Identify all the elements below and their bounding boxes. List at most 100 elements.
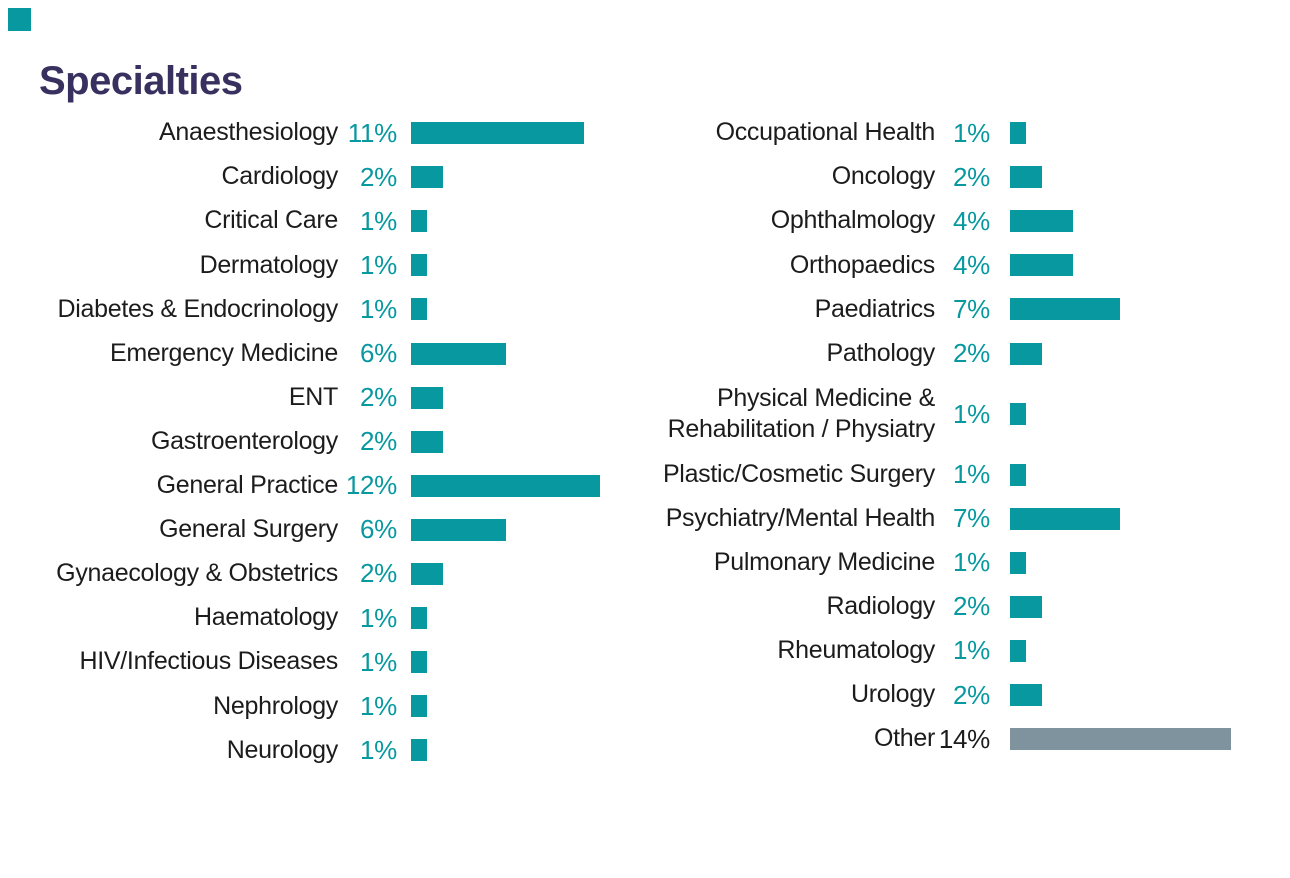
bar-row: Oncology 2% bbox=[645, 155, 1290, 199]
bar-row: Orthopaedics 4% bbox=[645, 243, 1290, 287]
bar-row: Radiology 2% bbox=[645, 585, 1290, 629]
bar-label: Dermatology bbox=[199, 250, 339, 279]
bar-label: Psychiatry/Mental Health bbox=[665, 503, 936, 532]
bar-track bbox=[397, 342, 645, 365]
bar-track bbox=[397, 562, 645, 585]
bar-label: Urology bbox=[850, 680, 935, 709]
value-bar bbox=[1010, 551, 1026, 574]
bar-label: Haematology bbox=[193, 603, 338, 632]
bar-row: Ophthalmology 4% bbox=[645, 199, 1290, 243]
bar-value: 2% bbox=[953, 161, 990, 192]
bar-value: 1% bbox=[953, 117, 990, 148]
bar-value: 2% bbox=[953, 338, 990, 369]
bar-track bbox=[397, 254, 645, 277]
bar-value: 1% bbox=[360, 249, 397, 280]
value-bar bbox=[1010, 342, 1042, 365]
bar-track bbox=[397, 166, 645, 189]
bar-track bbox=[990, 210, 1290, 233]
bar-label: Gastroenterology bbox=[151, 426, 338, 455]
bar-value: 11% bbox=[347, 117, 398, 148]
bar-value: 2% bbox=[953, 679, 990, 710]
value-bar bbox=[1010, 507, 1121, 530]
bar-row: Pulmonary Medicine 1% bbox=[645, 541, 1290, 585]
bar-label: Other bbox=[873, 724, 935, 753]
bar-track bbox=[990, 122, 1290, 145]
bar-row: Physical Medicine & Rehabilitation / Phy… bbox=[645, 376, 1290, 453]
bar-value: 1% bbox=[360, 293, 397, 324]
bar-track bbox=[397, 739, 645, 762]
bar-label: HIV/Infectious Diseases bbox=[79, 647, 339, 676]
bar-value: 12% bbox=[345, 470, 397, 501]
value-bar bbox=[1010, 122, 1026, 145]
bar-track bbox=[397, 210, 645, 233]
value-bar bbox=[1010, 254, 1073, 277]
corner-accent-square bbox=[8, 8, 31, 31]
value-bar bbox=[1010, 684, 1042, 707]
value-bar bbox=[411, 386, 443, 409]
bar-value: 1% bbox=[360, 734, 397, 765]
bar-track bbox=[397, 430, 645, 453]
bar-row: Other 14% bbox=[645, 717, 1290, 761]
bar-label: Occupational Health bbox=[715, 118, 936, 147]
bar-value: 1% bbox=[360, 602, 397, 633]
page-title: Specialties bbox=[39, 58, 243, 103]
bar-track bbox=[990, 342, 1290, 365]
bar-label: Rheumatology bbox=[777, 636, 935, 665]
bar-label: General Surgery bbox=[159, 515, 338, 544]
bar-row: HIV/Infectious Diseases 1% bbox=[0, 640, 645, 684]
bar-track bbox=[990, 507, 1290, 530]
bar-row: ENT 2% bbox=[0, 376, 645, 420]
value-bar bbox=[411, 518, 506, 541]
bar-value: 2% bbox=[360, 426, 397, 457]
bar-row: Emergency Medicine 6% bbox=[0, 331, 645, 375]
bar-label: Anaesthesiology bbox=[159, 118, 338, 147]
bar-row: Occupational Health 1% bbox=[645, 111, 1290, 155]
value-bar bbox=[411, 651, 427, 674]
bar-value: 1% bbox=[360, 646, 397, 677]
bar-value: 1% bbox=[360, 690, 397, 721]
value-bar bbox=[411, 254, 427, 277]
bar-value: 1% bbox=[360, 205, 397, 236]
bar-value: 2% bbox=[953, 591, 990, 622]
bar-track bbox=[397, 607, 645, 630]
value-bar bbox=[411, 122, 585, 145]
other-bar bbox=[1010, 728, 1231, 751]
value-bar bbox=[1010, 166, 1042, 189]
bar-row: General Surgery 6% bbox=[0, 508, 645, 552]
bar-row: Nephrology 1% bbox=[0, 684, 645, 728]
bar-track bbox=[990, 728, 1290, 751]
bar-track bbox=[397, 386, 645, 409]
bar-track bbox=[397, 298, 645, 321]
bar-value: 6% bbox=[360, 338, 397, 369]
bar-row: Paediatrics 7% bbox=[645, 287, 1290, 331]
value-bar bbox=[1010, 463, 1026, 486]
bar-row: Haematology 1% bbox=[0, 596, 645, 640]
bar-label: Cardiology bbox=[221, 162, 338, 191]
bar-track bbox=[990, 403, 1290, 426]
bar-value: 4% bbox=[953, 249, 990, 280]
bar-row: Neurology 1% bbox=[0, 728, 645, 772]
bar-label: ENT bbox=[288, 382, 338, 411]
bar-value: 1% bbox=[953, 547, 990, 578]
chart-column-left: Anaesthesiology 11% Cardiology 2% Critical C… bbox=[0, 111, 645, 772]
bar-row: Critical Care 1% bbox=[0, 199, 645, 243]
bar-track bbox=[990, 551, 1290, 574]
bar-track bbox=[990, 166, 1290, 189]
bar-row: Cardiology 2% bbox=[0, 155, 645, 199]
bar-value: 2% bbox=[360, 558, 397, 589]
bar-value: 2% bbox=[360, 161, 397, 192]
value-bar bbox=[411, 342, 506, 365]
bar-label: Pulmonary Medicine bbox=[713, 548, 935, 577]
bar-value: 2% bbox=[360, 382, 397, 413]
bar-label: Nephrology bbox=[213, 691, 338, 720]
bar-track bbox=[990, 684, 1290, 707]
bar-row: Pathology 2% bbox=[645, 331, 1290, 375]
bar-label: Paediatrics bbox=[814, 294, 936, 323]
bar-label: Plastic/Cosmetic Surgery bbox=[662, 459, 935, 488]
bar-label: Orthopaedics bbox=[789, 250, 935, 279]
bar-label: Pathology bbox=[826, 338, 936, 367]
bar-row: Gynaecology & Obstetrics 2% bbox=[0, 552, 645, 596]
value-bar bbox=[1010, 639, 1026, 662]
value-bar bbox=[411, 166, 443, 189]
bar-label: General Practice bbox=[156, 471, 339, 500]
